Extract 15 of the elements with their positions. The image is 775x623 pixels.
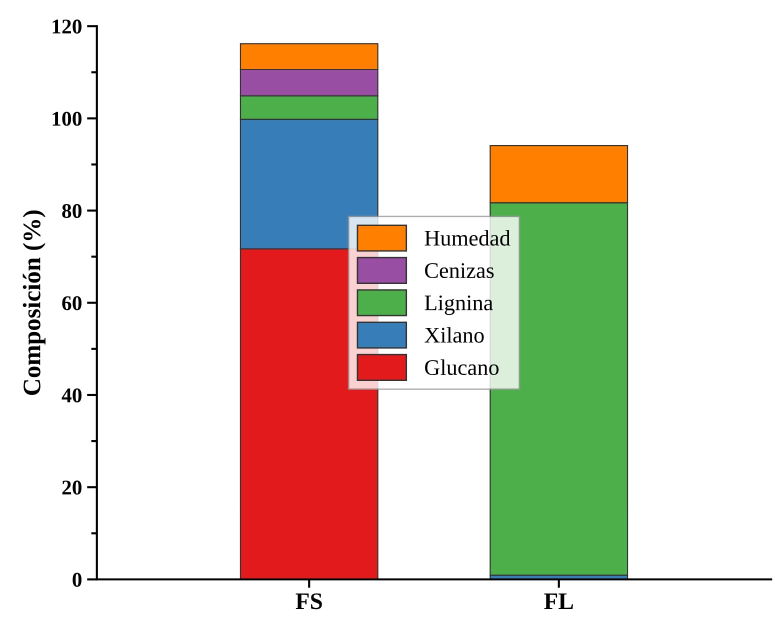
y-axis-title: Composición (%) <box>22 210 46 395</box>
legend-label: Glucano <box>425 359 499 376</box>
y-tick-label: 120 <box>52 20 82 34</box>
x-tick-label: FS <box>296 593 322 610</box>
y-tick-label: 100 <box>52 112 82 126</box>
x-tick-label: FL <box>544 594 573 609</box>
legend-label: Humedad <box>424 230 510 246</box>
y-tick-label: 80 <box>62 204 82 218</box>
y-tick-label: 20 <box>62 480 82 495</box>
y-tick-label: 40 <box>62 388 82 402</box>
legend-label: Xilano <box>424 327 484 343</box>
legend-label: Cenizas <box>425 263 494 278</box>
legend-label: Lignina <box>424 295 493 315</box>
y-tick-label: 0 <box>72 572 82 587</box>
y-tick-label: 60 <box>62 296 82 310</box>
